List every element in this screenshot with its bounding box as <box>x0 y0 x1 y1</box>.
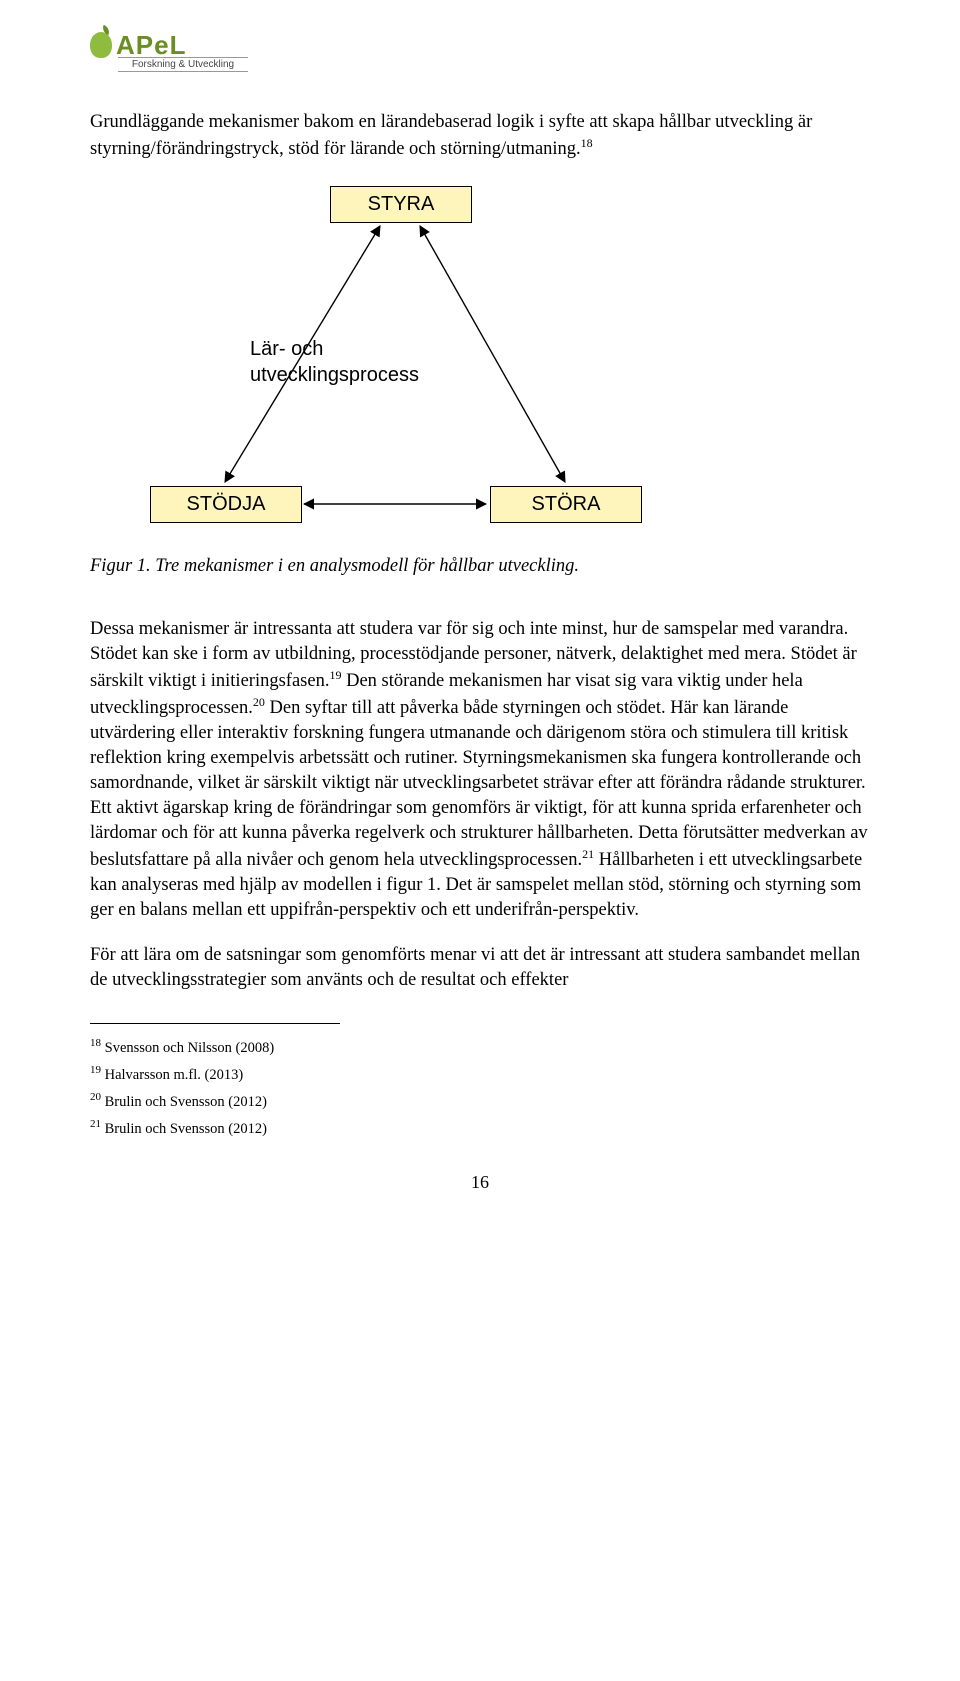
footnote-text-18: Svensson och Nilsson (2008) <box>101 1040 274 1056</box>
node-label-right: STÖRA <box>532 493 601 515</box>
apple-icon <box>90 32 112 58</box>
diagram-node-right: STÖRA <box>490 486 642 523</box>
figure-caption: Figur 1. Tre mekanismer i en analysmodel… <box>90 556 870 577</box>
logo-subtitle: Forskning & Utveckling <box>118 57 248 72</box>
diagram-center-label: Lär- och utvecklingsprocess <box>250 336 419 388</box>
paragraph-intro-text: Grundläggande mekanismer bakom en lärand… <box>90 112 812 159</box>
footnote-20: 20 Brulin och Svensson (2012) <box>90 1088 870 1115</box>
center-label-line2: utvecklingsprocess <box>250 364 419 386</box>
footnote-num-20: 20 <box>90 1091 101 1103</box>
document-page: APeL Forskning & Utveckling Grundläggand… <box>0 0 960 1233</box>
footnote-18: 18 Svensson och Nilsson (2008) <box>90 1034 870 1061</box>
paragraph-main-part3: Den syftar till att påverka både styrnin… <box>90 698 868 870</box>
footnote-ref-19: 19 <box>329 668 341 682</box>
logo-brand: APeL <box>116 30 186 60</box>
footnote-text-21: Brulin och Svensson (2012) <box>101 1121 267 1137</box>
footnote-num-19: 19 <box>90 1064 101 1076</box>
logo: APeL Forskning & Utveckling <box>90 30 870 80</box>
footnote-19: 19 Halvarsson m.fl. (2013) <box>90 1061 870 1088</box>
footnote-ref-18: 18 <box>581 136 593 150</box>
node-label-top: STYRA <box>368 193 435 215</box>
footnote-text-20: Brulin och Svensson (2012) <box>101 1094 267 1110</box>
center-label-line1: Lär- och <box>250 338 323 360</box>
paragraph-closing: För att lära om de satsningar som genomf… <box>90 943 870 993</box>
page-number: 16 <box>90 1172 870 1193</box>
footnote-ref-21: 21 <box>582 847 594 861</box>
diagram-node-top: STYRA <box>330 186 472 223</box>
node-label-left: STÖDJA <box>187 493 266 515</box>
paragraph-main: Dessa mekanismer är intressanta att stud… <box>90 617 870 923</box>
footnote-num-21: 21 <box>90 1118 101 1130</box>
paragraph-intro: Grundläggande mekanismer bakom en lärand… <box>90 110 870 162</box>
footnote-21: 21 Brulin och Svensson (2012) <box>90 1115 870 1142</box>
footnote-separator <box>90 1023 340 1024</box>
footnote-ref-20: 20 <box>253 695 265 709</box>
diagram-node-left: STÖDJA <box>150 486 302 523</box>
footnote-text-19: Halvarsson m.fl. (2013) <box>101 1067 243 1083</box>
footnote-num-18: 18 <box>90 1037 101 1049</box>
triangle-diagram: STYRA Lär- och utvecklingsprocess STÖDJA… <box>90 186 690 546</box>
